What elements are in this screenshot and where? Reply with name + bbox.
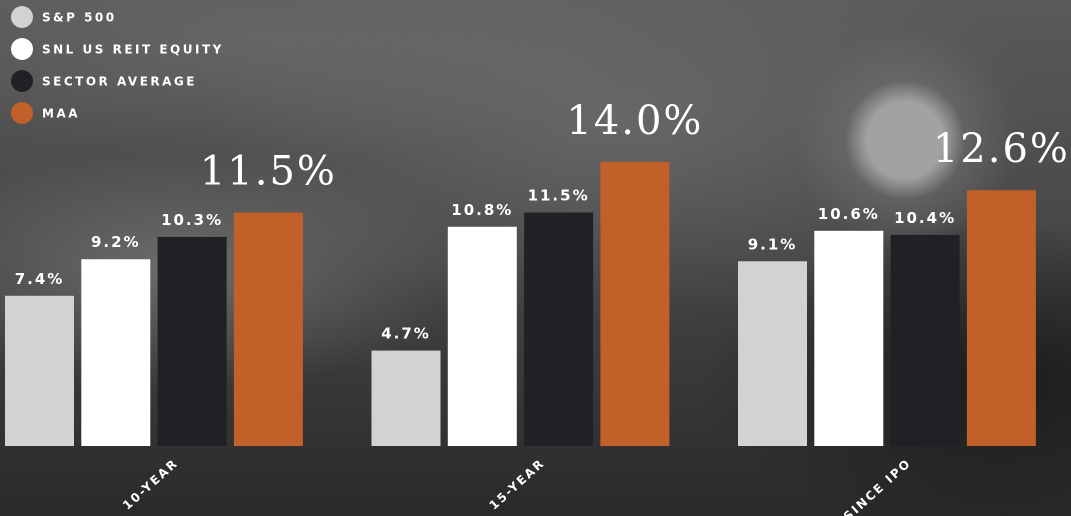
value-label: 9.2%	[91, 233, 141, 251]
bar	[966, 190, 1036, 446]
bar	[233, 212, 303, 446]
legend-marker	[11, 38, 33, 60]
value-label: 10.6%	[818, 205, 880, 223]
legend-marker	[11, 70, 33, 92]
legend-label: MAA	[42, 107, 80, 121]
bar	[600, 161, 670, 447]
value-label-highlight: 12.6%	[933, 126, 1070, 172]
value-label: 7.4%	[15, 270, 65, 288]
value-label: 4.7%	[381, 325, 431, 343]
bar	[447, 226, 517, 446]
bar	[371, 350, 441, 446]
bar	[738, 261, 807, 446]
legend-label: SECTOR AVERAGE	[42, 75, 197, 89]
legend-marker	[11, 102, 33, 124]
category-label: 15-YEAR	[487, 456, 548, 513]
bar	[5, 295, 74, 446]
value-label: 10.3%	[161, 211, 223, 229]
legend-label: SNL US REIT EQUITY	[42, 43, 224, 57]
bar	[890, 234, 960, 446]
bar	[157, 236, 227, 446]
category-label: SINCE IPO	[841, 456, 914, 516]
category-label: 10-YEAR	[120, 456, 181, 513]
value-label-highlight: 14.0%	[566, 98, 703, 144]
bar	[524, 212, 594, 446]
bar	[81, 259, 151, 446]
legend-label: S&P 500	[42, 11, 117, 25]
value-label: 10.4%	[894, 209, 956, 227]
value-label: 10.8%	[451, 201, 513, 219]
value-label: 9.1%	[748, 235, 798, 253]
bar	[814, 230, 884, 446]
value-label: 11.5%	[528, 187, 590, 205]
legend-marker	[11, 6, 33, 28]
value-label-highlight: 11.5%	[200, 149, 337, 195]
